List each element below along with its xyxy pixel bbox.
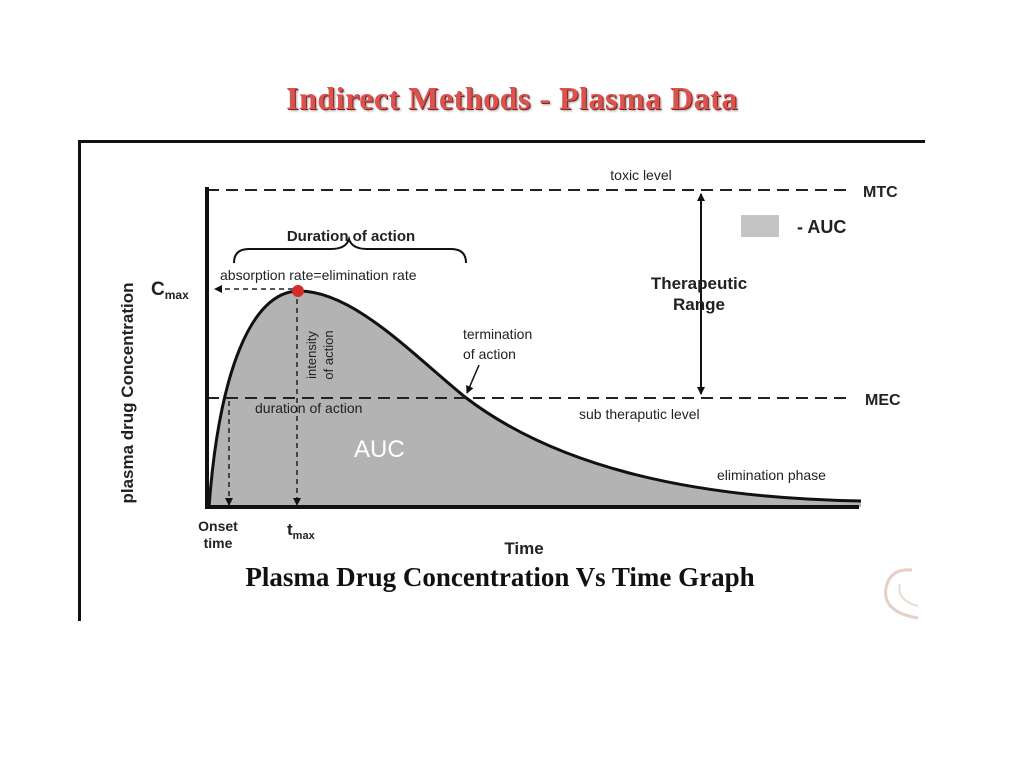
legend-auc-swatch [741, 215, 779, 237]
termination-of-action-line2: of action [463, 346, 516, 362]
duration-brace [233, 235, 467, 264]
onset-time-line2: time [204, 535, 233, 551]
diagram-panel: toxic level MTC MEC - AUC Therapeutic Ra… [78, 140, 925, 621]
figure-caption: Plasma Drug Concentration Vs Time Graph [245, 562, 755, 592]
slide-title: Indirect Methods - Plasma Data [286, 80, 738, 116]
intensity-of-action-line1: intensity [304, 331, 319, 379]
absorption-rate-label: absorption rate=elimination rate [220, 267, 417, 283]
concentration-time-diagram: toxic level MTC MEC - AUC Therapeutic Ra… [118, 167, 901, 558]
peak-marker [292, 285, 304, 297]
duration-of-action-mec-label: duration of action [255, 400, 362, 416]
mtc-label: MTC [863, 184, 898, 201]
concentration-curve [207, 289, 862, 508]
tmax-label: tmax [287, 520, 316, 542]
legend-auc-label: - AUC [797, 217, 846, 237]
termination-arrow [466, 364, 480, 394]
elimination-phase-label: elimination phase [717, 467, 826, 483]
cmax-label: Cmax [151, 279, 189, 302]
mec-label: MEC [865, 392, 901, 409]
sub-therapeutic-level-label: sub theraputic level [579, 406, 700, 422]
therapeutic-range-line2: Range [673, 295, 725, 314]
auc-label: AUC [354, 436, 405, 463]
termination-of-action-line1: termination [463, 326, 532, 342]
intensity-of-action-line2: of action [321, 330, 336, 379]
auc-area [209, 291, 861, 507]
therapeutic-range-line1: Therapeutic [651, 274, 747, 293]
duration-of-action-label: Duration of action [287, 228, 415, 245]
toxic-level-label: toxic level [610, 167, 671, 183]
y-axis-label: plasma drug Concentration [118, 282, 137, 503]
x-axis-label: Time [504, 539, 543, 558]
onset-time-line1: Onset [198, 518, 238, 534]
decorative-swirl-graphic [884, 568, 919, 620]
